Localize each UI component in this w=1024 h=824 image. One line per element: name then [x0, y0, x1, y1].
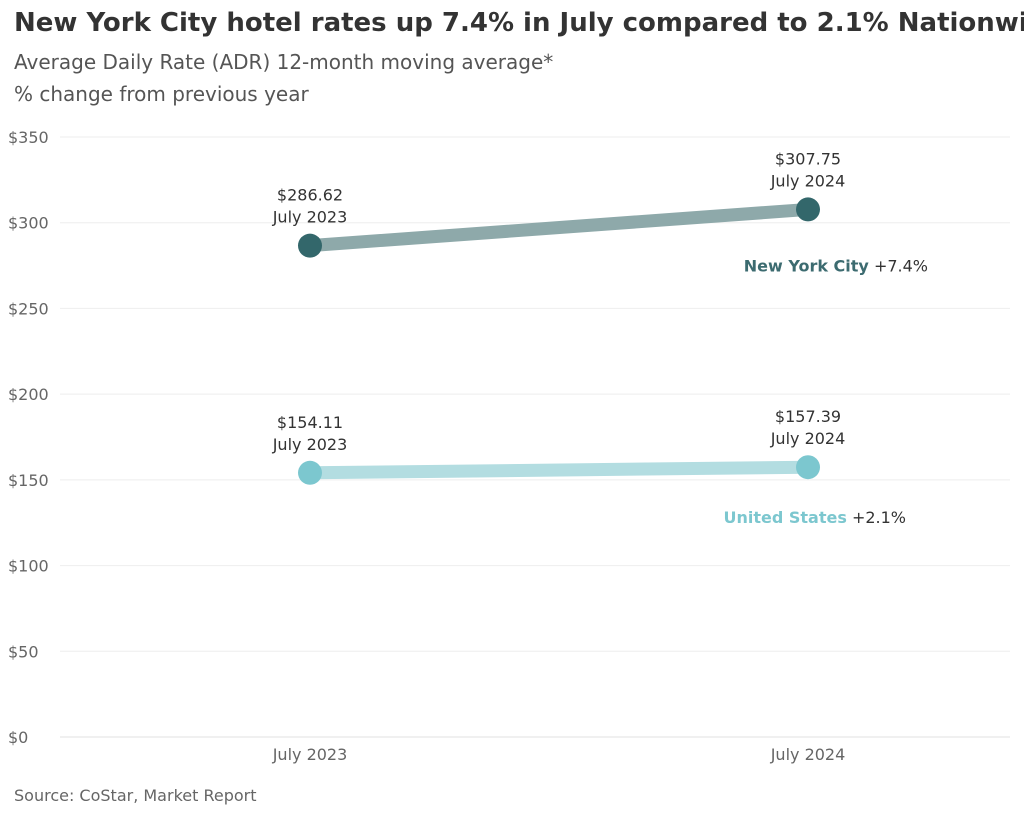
source-note: Source: CoStar, Market Report	[14, 786, 257, 805]
y-tick-label: $100	[8, 557, 49, 576]
chart-subtitle-2: % change from previous year	[14, 82, 309, 106]
series-line	[303, 202, 815, 253]
series-change: +2.1%	[847, 508, 906, 527]
x-tick-label: July 2023	[272, 745, 348, 764]
data-point	[298, 460, 322, 485]
data-point	[796, 455, 820, 480]
data-label-period: July 2023	[272, 208, 348, 227]
data-label-period: July 2024	[770, 171, 846, 190]
x-tick-label: July 2024	[770, 745, 846, 764]
data-label-value: $154.11	[277, 413, 343, 432]
data-label-value: $157.39	[775, 407, 841, 426]
series-annotation: New York City +7.4%	[744, 256, 928, 275]
y-tick-label: $200	[8, 385, 49, 404]
data-label-period: July 2023	[272, 435, 348, 454]
series-line	[303, 460, 815, 480]
data-point	[796, 197, 820, 222]
y-tick-label: $150	[8, 471, 49, 490]
y-tick-label: $250	[8, 299, 49, 318]
chart-subtitle: Average Daily Rate (ADR) 12-month moving…	[14, 50, 554, 74]
y-tick-label: $50	[8, 642, 39, 661]
chart-title: New York City hotel rates up 7.4% in Jul…	[14, 8, 1024, 38]
series-name: New York City	[744, 256, 870, 275]
series-change: +7.4%	[869, 256, 928, 275]
series-annotation: United States +2.1%	[723, 508, 906, 527]
data-label-value: $307.75	[775, 149, 841, 168]
series-name: United States	[723, 508, 846, 527]
data-label-period: July 2024	[770, 429, 846, 448]
data-point	[298, 233, 322, 258]
y-tick-label: $300	[8, 214, 49, 233]
y-tick-label: $0	[8, 728, 28, 747]
data-label-value: $286.62	[277, 186, 343, 205]
y-tick-label: $350	[8, 128, 49, 147]
